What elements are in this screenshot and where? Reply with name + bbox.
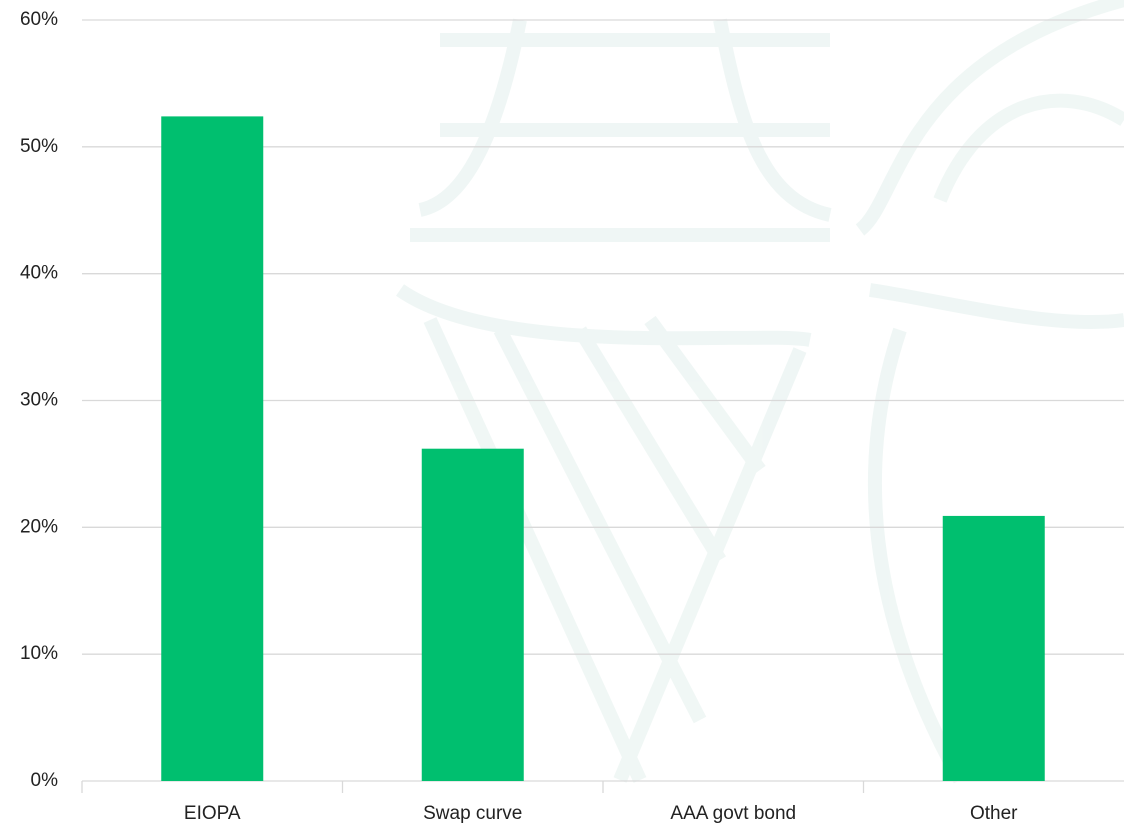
y-tick-label: 30% xyxy=(20,390,58,411)
y-tick-label: 10% xyxy=(20,643,58,664)
bar xyxy=(942,515,1045,781)
watermark xyxy=(395,0,1124,784)
x-tick-label: Swap curve xyxy=(423,803,522,824)
x-tick-label: AAA govt bond xyxy=(670,803,796,824)
y-tick-label: 40% xyxy=(20,263,58,284)
x-tick-label: EIOPA xyxy=(184,803,241,824)
bar xyxy=(161,116,264,782)
y-tick-label: 0% xyxy=(31,770,59,791)
x-tick-label: Other xyxy=(970,803,1018,824)
y-tick-label: 60% xyxy=(20,9,58,30)
y-tick-label: 20% xyxy=(20,516,58,537)
y-tick-label: 50% xyxy=(20,136,58,157)
bar xyxy=(421,448,524,781)
